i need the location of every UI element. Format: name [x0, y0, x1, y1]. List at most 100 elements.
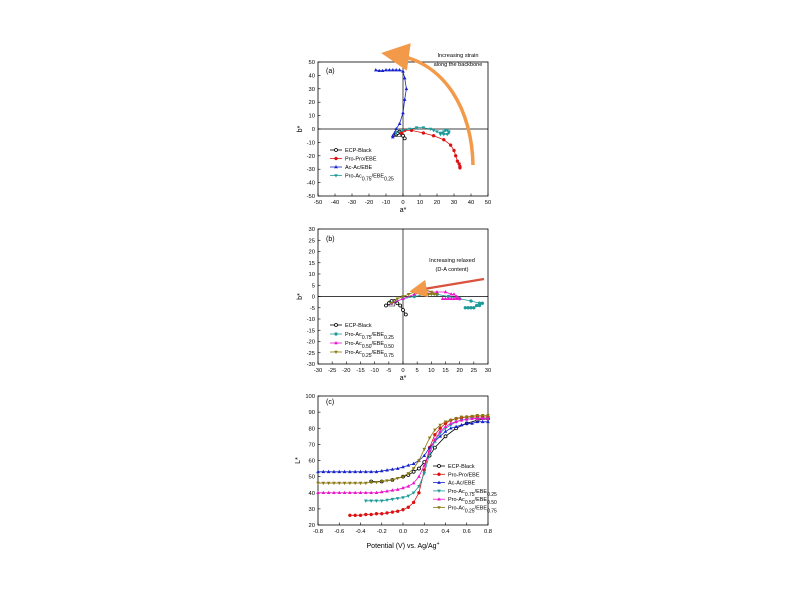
data-point	[348, 490, 352, 495]
data-point	[402, 76, 407, 80]
data-point	[374, 480, 379, 485]
legend-marker	[437, 480, 441, 484]
x-tick-label: 0	[401, 200, 404, 206]
x-tick-label: 5	[416, 368, 419, 374]
data-point	[401, 507, 405, 512]
legend-marker	[334, 350, 338, 354]
data-point	[459, 418, 464, 422]
x-axis-label: a*	[400, 207, 407, 214]
data-point	[364, 499, 368, 503]
data-point	[433, 432, 437, 437]
data-point	[470, 416, 474, 420]
annotation-arrow	[409, 277, 485, 298]
x-tick-label: -10	[382, 200, 390, 206]
y-tick-label: 30	[309, 507, 315, 513]
data-point	[470, 421, 474, 425]
data-point	[411, 461, 416, 466]
y-tick-label: 0	[312, 295, 315, 301]
y-tick-label: 30	[309, 87, 315, 93]
data-point	[443, 129, 448, 133]
data-point	[337, 469, 342, 474]
panel-b-color-space-plot: -30 -25 -20 -15 -10 -5 0 5 10 15 20 25 30 -30 -25 -20 -1…	[297, 227, 491, 382]
data-point	[427, 436, 432, 440]
data-point	[429, 290, 434, 294]
data-point	[486, 416, 490, 420]
data-point	[379, 499, 384, 503]
legend-marker	[334, 165, 338, 169]
legend-label: ECP-Black	[345, 323, 372, 329]
data-point	[406, 463, 411, 467]
legend-label: Pro-Ac0.50/EBE0.50	[448, 497, 497, 506]
data-point	[442, 133, 446, 137]
data-point	[369, 512, 373, 517]
data-point	[398, 303, 403, 308]
data-point	[455, 294, 459, 298]
data-point	[447, 130, 451, 134]
x-tick-label: 10	[428, 368, 434, 374]
legend-marker	[334, 332, 338, 336]
data-point	[348, 513, 352, 518]
panel-label: (a)	[326, 68, 335, 75]
data-point	[342, 481, 347, 486]
data-point	[369, 499, 373, 503]
data-point	[385, 479, 389, 483]
y-tick-label: -10	[307, 140, 315, 146]
data-point	[401, 308, 405, 312]
data-point	[401, 129, 405, 133]
data-point	[443, 420, 448, 424]
annotation-arrow	[381, 43, 475, 166]
data-point	[480, 419, 485, 424]
data-point	[401, 110, 405, 115]
legend-marker	[334, 341, 338, 345]
legend-label: Pro-Pro/EBE	[345, 157, 377, 163]
data-point	[395, 301, 400, 306]
data-point	[432, 445, 437, 450]
data-point	[455, 296, 459, 301]
data-point	[422, 472, 427, 476]
data-point	[431, 133, 436, 138]
x-tick-label: -15	[356, 368, 364, 374]
x-tick-label: -50	[314, 200, 322, 206]
data-point	[414, 126, 419, 130]
x-tick-label: 20	[434, 200, 440, 206]
data-point	[406, 484, 411, 488]
data-point	[358, 469, 363, 474]
data-point	[433, 428, 437, 432]
y-tick-label: -25	[307, 351, 315, 357]
data-point	[316, 481, 320, 486]
x-axis-label: Potential (V) vs. Ag/Ag+	[367, 541, 440, 550]
legend-label: ECP-Black	[448, 464, 475, 470]
data-point	[348, 469, 352, 474]
y-tick-label: 0	[312, 127, 315, 133]
data-point	[474, 303, 479, 308]
data-point	[475, 414, 480, 418]
y-tick-label: 80	[309, 426, 315, 432]
x-tick-label: -0.8	[313, 529, 323, 535]
data-point	[421, 131, 426, 135]
data-point	[406, 494, 411, 498]
data-point	[332, 469, 336, 474]
legend-marker	[334, 323, 338, 327]
data-point	[326, 469, 331, 474]
x-tick-label: 10	[417, 200, 423, 206]
data-point	[353, 490, 357, 495]
data-point	[337, 490, 342, 495]
data-point	[374, 68, 378, 72]
data-point	[342, 490, 347, 495]
data-point	[403, 312, 408, 317]
annotation-text: Increasing relaxed	[429, 258, 475, 264]
legend-marker	[334, 156, 338, 161]
data-point	[386, 301, 391, 306]
data-point	[432, 292, 436, 297]
data-point	[443, 434, 448, 439]
data-point	[401, 475, 405, 479]
data-point	[353, 469, 357, 474]
y-tick-label: 20	[309, 523, 315, 529]
x-tick-label: 50	[485, 200, 491, 206]
data-point	[348, 481, 352, 486]
x-tick-label: 30	[451, 200, 457, 206]
data-point	[435, 290, 439, 294]
data-point	[469, 306, 473, 310]
data-point	[411, 481, 416, 485]
data-point	[358, 490, 363, 495]
